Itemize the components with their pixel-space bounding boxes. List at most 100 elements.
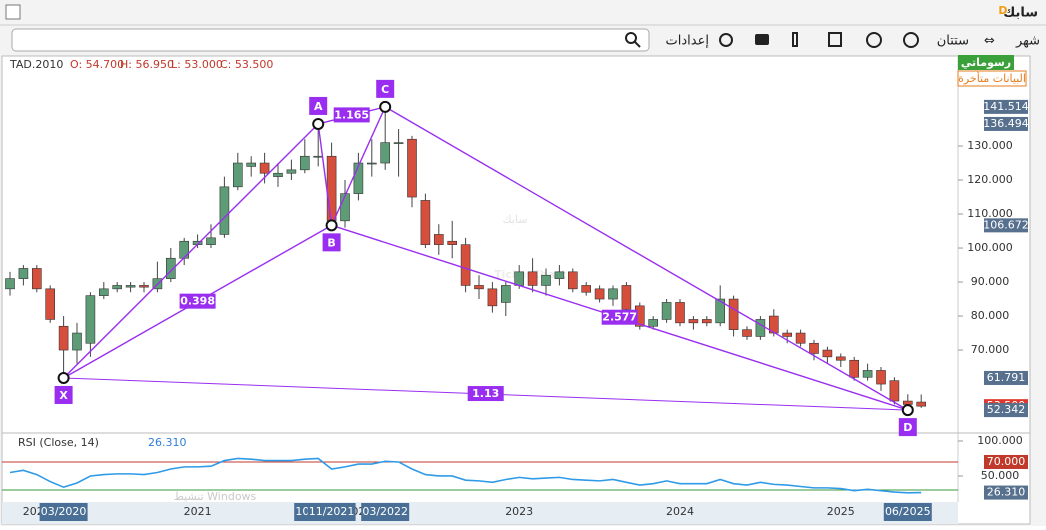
ohlc-close: C: 53.500 [220, 58, 273, 71]
candle-body [728, 298, 739, 330]
pattern-leg [317, 123, 333, 226]
candle-body [701, 319, 712, 324]
price-tag: 136.494 [983, 117, 1029, 130]
candle-body [849, 359, 860, 378]
rsi-current-tag-bg [984, 485, 1028, 500]
candle-body [313, 155, 324, 158]
pattern-leg [63, 123, 319, 379]
candle-body [715, 298, 726, 324]
price-tag-bg [984, 99, 1028, 114]
range-button[interactable]: ستتان [937, 34, 969, 49]
candle-body [99, 288, 109, 296]
candle-body [581, 285, 592, 293]
rsi-tick-label: 50.000 [981, 469, 1020, 482]
candle-body [648, 319, 659, 327]
y-tick-label: 80.000 [971, 309, 1010, 322]
y-tick-label: 70.000 [971, 343, 1010, 356]
candle-body [393, 142, 404, 144]
x-highlight-label: 06/2025 [885, 505, 931, 518]
search-box[interactable] [11, 28, 650, 52]
x-highlight-label: 03/2020 [41, 505, 87, 518]
candle-body [541, 274, 551, 286]
pattern-point [325, 219, 338, 232]
rsi-value: 26.310 [148, 436, 187, 449]
x-highlight-bg [39, 503, 88, 521]
point-label-bg [898, 418, 917, 437]
candle-body [835, 356, 846, 361]
ratio-label: 2.577 [602, 311, 637, 324]
candle-body [125, 285, 136, 288]
rsi-level-tag: 70.000 [987, 455, 1026, 468]
drawings-badge-bg[interactable] [958, 55, 1014, 70]
x-highlight-bg [361, 503, 410, 521]
x-highlight-bg [307, 503, 356, 521]
compare-icon[interactable] [903, 32, 919, 48]
candle-body [594, 288, 605, 300]
candle-body [366, 162, 377, 165]
drawings-badge[interactable]: رسوماتي [961, 56, 1011, 69]
candle-body [527, 271, 538, 286]
range-icon: ⇔ [984, 34, 995, 49]
candle-body [139, 285, 149, 288]
draw-icon[interactable] [866, 32, 882, 48]
candle-body [621, 285, 632, 310]
point-label-bg [376, 79, 395, 98]
window-badge: D [998, 4, 1007, 17]
ohlc-high: H: 56.950 [120, 58, 174, 71]
candle-body [447, 240, 458, 245]
candle-body [5, 278, 15, 290]
candle-body [206, 237, 216, 245]
candle-body [380, 142, 391, 164]
price-tag-bg [984, 116, 1028, 131]
point-label: C [381, 83, 389, 96]
candle-body [795, 332, 806, 344]
y-tick-label: 100.000 [967, 241, 1013, 254]
rsi-tick-label: 100.000 [977, 434, 1023, 447]
price-tag: 52.342 [987, 403, 1026, 416]
candle-body [326, 155, 337, 222]
ratio-label: 1.165 [334, 108, 369, 121]
side-strip [1031, 56, 1046, 524]
chart-frame [1, 55, 1031, 525]
x-tick-label: 2025 [827, 505, 855, 518]
price-tag-bg [984, 403, 1028, 418]
watermark-name: سابك [503, 213, 528, 226]
price-tag: 61.791 [987, 371, 1026, 384]
delayed-badge-bg [957, 70, 1027, 87]
candle-body [460, 244, 471, 286]
price-tag: 141.514 [983, 100, 1029, 113]
y-tick-label: 130.000 [967, 139, 1013, 152]
window-title: سابك [1003, 6, 1038, 21]
point-label-bg [309, 96, 328, 115]
x-highlight-bg [883, 503, 932, 521]
rsi-label: RSI (Close, 14) [18, 436, 99, 449]
screenshot-icon[interactable] [755, 34, 769, 45]
indicator-icon[interactable] [792, 32, 798, 47]
candle-body [487, 288, 498, 307]
point-label: D [903, 421, 912, 434]
settings-button[interactable]: إعدادات [666, 34, 709, 49]
symbol-info: TAD.2010 [9, 58, 63, 71]
x-tick-label: 2021 [184, 505, 212, 518]
candle-body [889, 380, 900, 402]
ratio-label: 1.13 [472, 387, 499, 400]
candle-body [219, 186, 230, 235]
candle-body [661, 302, 672, 320]
point-label: B [327, 236, 335, 249]
candle-body [782, 332, 793, 337]
candle-body [514, 271, 525, 286]
chart-type-icon[interactable] [828, 32, 842, 47]
settings-icon[interactable] [719, 33, 733, 47]
pattern-leg [330, 106, 386, 226]
period-button[interactable]: شهر [1015, 34, 1040, 49]
candle-body [902, 400, 913, 405]
candle-body [876, 370, 886, 385]
y-tick-label: 110.000 [967, 207, 1013, 220]
candle-body [688, 319, 699, 324]
search-icon[interactable] [625, 32, 641, 48]
candle-body [742, 329, 752, 337]
window-button[interactable] [5, 4, 21, 20]
os-watermark: تنشيط Windows [174, 490, 257, 503]
candle-body [407, 138, 417, 198]
